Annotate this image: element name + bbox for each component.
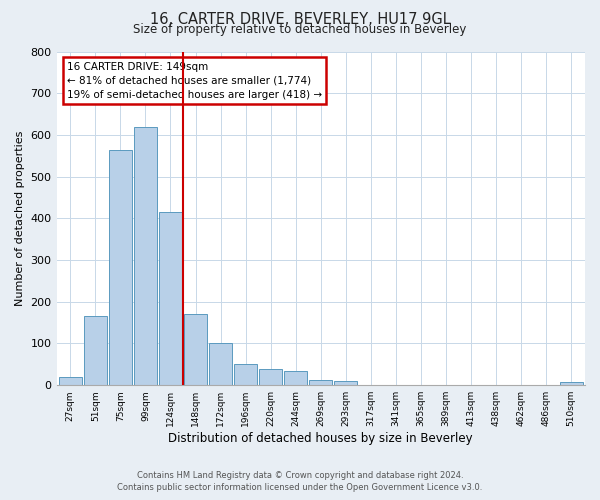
Bar (159, 212, 182, 385)
Bar (84, 316, 107, 385)
Text: 16, CARTER DRIVE, BEVERLEY, HU17 9GL: 16, CARTER DRIVE, BEVERLEY, HU17 9GL (149, 12, 451, 26)
Bar (309, 380, 332, 385)
Bar (134, 126, 157, 385)
X-axis label: Distribution of detached houses by size in Beverley: Distribution of detached houses by size … (169, 432, 473, 445)
Bar (560, 382, 583, 385)
Bar (109, 150, 132, 385)
Text: Contains HM Land Registry data © Crown copyright and database right 2024.
Contai: Contains HM Land Registry data © Crown c… (118, 471, 482, 492)
Text: Size of property relative to detached houses in Beverley: Size of property relative to detached ho… (133, 22, 467, 36)
Bar (259, 368, 282, 385)
Bar (59, 377, 82, 385)
Bar (234, 364, 257, 385)
Bar (184, 314, 207, 385)
Text: 16 CARTER DRIVE: 149sqm
← 81% of detached houses are smaller (1,774)
19% of semi: 16 CARTER DRIVE: 149sqm ← 81% of detache… (67, 62, 322, 100)
Y-axis label: Number of detached properties: Number of detached properties (15, 130, 25, 306)
Bar (209, 344, 232, 385)
Bar (334, 381, 358, 385)
Bar (284, 372, 307, 385)
